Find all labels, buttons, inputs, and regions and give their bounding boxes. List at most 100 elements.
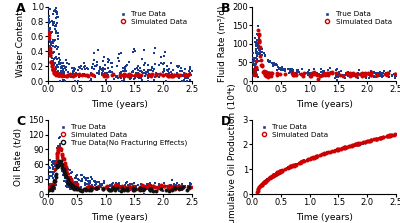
- Point: [64, 70, 71, 73]
- Point: [82, 187, 88, 191]
- Point: [275, 170, 282, 174]
- Point: [130, 184, 136, 188]
- Point: [53, 177, 59, 181]
- Point: [51, 169, 58, 173]
- Point: [345, 70, 352, 73]
- Point: [60, 162, 67, 165]
- Point: [84, 177, 90, 180]
- Point: [341, 146, 348, 150]
- Point: [93, 63, 100, 67]
- Point: [366, 139, 372, 143]
- Point: [56, 144, 62, 148]
- Point: [359, 141, 365, 144]
- Point: [250, 68, 257, 71]
- Point: [53, 66, 60, 69]
- Point: [71, 66, 78, 70]
- Point: [52, 24, 58, 27]
- Point: [256, 36, 262, 39]
- Point: [254, 52, 260, 55]
- Point: [69, 183, 75, 187]
- Point: [144, 76, 151, 80]
- Point: [56, 144, 63, 147]
- Point: [147, 188, 154, 192]
- Point: [161, 184, 167, 187]
- Point: [62, 172, 68, 176]
- Point: [268, 175, 275, 178]
- Point: [52, 72, 58, 76]
- Point: [275, 171, 281, 175]
- Point: [134, 72, 141, 76]
- Point: [70, 183, 76, 187]
- Point: [48, 61, 55, 64]
- Point: [87, 180, 94, 183]
- Point: [251, 67, 258, 70]
- Point: [183, 75, 190, 79]
- Point: [47, 27, 54, 30]
- Point: [392, 74, 399, 77]
- Point: [371, 138, 377, 141]
- Point: [391, 132, 398, 136]
- Point: [154, 186, 160, 189]
- Point: [156, 183, 162, 186]
- Point: [165, 74, 171, 77]
- Point: [79, 189, 85, 192]
- Point: [307, 72, 314, 76]
- Point: [169, 74, 176, 77]
- Point: [48, 50, 54, 53]
- Point: [374, 137, 380, 140]
- Point: [153, 71, 159, 75]
- Point: [379, 74, 385, 77]
- Point: [271, 173, 277, 177]
- Point: [47, 53, 54, 56]
- Point: [50, 167, 56, 171]
- Point: [372, 138, 378, 141]
- Point: [346, 145, 352, 149]
- Point: [312, 156, 318, 160]
- Point: [73, 187, 79, 190]
- Point: [141, 188, 148, 191]
- Point: [269, 174, 275, 178]
- Point: [96, 73, 102, 76]
- Point: [68, 66, 75, 70]
- Point: [56, 73, 63, 76]
- Point: [292, 163, 299, 166]
- Point: [127, 182, 134, 186]
- Point: [110, 182, 116, 185]
- Point: [50, 182, 56, 186]
- Point: [255, 34, 262, 37]
- Point: [71, 184, 78, 187]
- Point: [290, 70, 296, 74]
- Point: [290, 164, 297, 167]
- Point: [54, 37, 61, 41]
- Point: [163, 73, 169, 76]
- Point: [52, 71, 58, 74]
- Point: [374, 73, 381, 76]
- Point: [318, 73, 325, 76]
- Point: [182, 67, 188, 71]
- Point: [185, 185, 191, 188]
- Point: [152, 181, 158, 185]
- Point: [109, 70, 115, 74]
- Point: [86, 185, 92, 189]
- Point: [316, 73, 322, 76]
- Point: [336, 147, 342, 151]
- Point: [282, 167, 288, 171]
- Point: [138, 69, 144, 73]
- Point: [328, 150, 334, 154]
- Point: [135, 183, 142, 187]
- Point: [374, 73, 381, 77]
- Point: [364, 139, 370, 143]
- Point: [148, 184, 154, 188]
- Point: [268, 176, 275, 179]
- Point: [50, 20, 57, 23]
- Point: [253, 65, 260, 69]
- Point: [333, 71, 339, 74]
- Point: [276, 67, 282, 70]
- Point: [146, 188, 152, 191]
- Point: [318, 154, 324, 157]
- Point: [274, 171, 281, 175]
- Point: [318, 70, 324, 74]
- Point: [164, 64, 170, 67]
- Point: [136, 74, 143, 77]
- Point: [332, 149, 338, 152]
